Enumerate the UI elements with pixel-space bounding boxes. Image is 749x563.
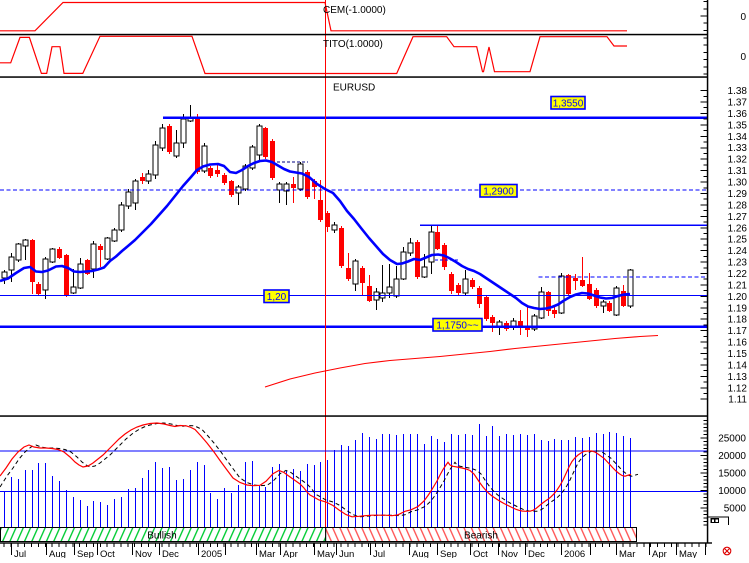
svg-text:1.35: 1.35: [728, 120, 748, 131]
svg-text:1.33: 1.33: [728, 143, 748, 154]
svg-text:Bearish: Bearish: [464, 531, 498, 542]
svg-text:1.30: 1.30: [728, 178, 748, 189]
svg-text:Bullish: Bullish: [147, 531, 176, 542]
svg-text:1.12: 1.12: [728, 383, 748, 394]
svg-text:1.16: 1.16: [728, 338, 748, 349]
svg-text:Oct: Oct: [473, 549, 488, 558]
svg-text:Aug: Aug: [412, 549, 429, 558]
svg-text:1.21: 1.21: [728, 280, 748, 291]
svg-text:1.38: 1.38: [728, 86, 748, 97]
svg-text:Nov: Nov: [135, 549, 152, 558]
svg-text:1.19: 1.19: [728, 303, 748, 314]
svg-text:15000: 15000: [718, 468, 746, 479]
svg-text:Mar: Mar: [259, 549, 275, 558]
svg-text:1.29: 1.29: [728, 189, 748, 200]
svg-text:1.27: 1.27: [728, 212, 748, 223]
svg-text:Apr: Apr: [652, 549, 667, 558]
svg-text:25000: 25000: [718, 433, 746, 444]
svg-text:Jul: Jul: [373, 549, 385, 558]
svg-text:Sep: Sep: [440, 549, 457, 558]
svg-text:0: 0: [740, 12, 746, 23]
svg-text:1.13: 1.13: [728, 372, 748, 383]
svg-text:Oct: Oct: [100, 549, 115, 558]
svg-text:1.15: 1.15: [728, 349, 748, 360]
svg-text:EURUSD: EURUSD: [333, 83, 375, 94]
svg-text:1.25: 1.25: [728, 235, 748, 246]
svg-text:Apr: Apr: [283, 549, 298, 558]
svg-text:1.11: 1.11: [728, 395, 747, 406]
svg-text:Dec: Dec: [162, 549, 179, 558]
svg-text:1,2900: 1,2900: [483, 187, 514, 198]
svg-text:1.32: 1.32: [728, 155, 748, 166]
svg-text:Sep: Sep: [77, 549, 94, 558]
svg-text:5000: 5000: [724, 504, 747, 515]
svg-text:1.34: 1.34: [728, 132, 748, 143]
svg-text:1.22: 1.22: [728, 269, 748, 280]
svg-text:0: 0: [740, 52, 746, 63]
svg-text:1.23: 1.23: [728, 258, 748, 269]
svg-text:1.24: 1.24: [728, 246, 748, 257]
svg-text:2005: 2005: [201, 549, 222, 558]
svg-text:TITO(1.0000): TITO(1.0000): [323, 39, 383, 50]
svg-text:Nov: Nov: [501, 549, 518, 558]
svg-text:20000: 20000: [718, 451, 746, 462]
svg-text:1.14: 1.14: [728, 360, 748, 371]
svg-text:1.20: 1.20: [728, 292, 748, 303]
svg-text:1.37: 1.37: [728, 98, 748, 109]
svg-text:1.26: 1.26: [728, 223, 748, 234]
svg-text:May: May: [679, 549, 697, 558]
svg-text:Aug: Aug: [49, 549, 66, 558]
svg-text:May: May: [317, 549, 335, 558]
svg-text:1.28: 1.28: [728, 200, 748, 211]
svg-text:1.31: 1.31: [728, 166, 748, 177]
svg-text:1,1750~~: 1,1750~~: [436, 321, 478, 332]
svg-text:1.17: 1.17: [728, 326, 748, 337]
svg-text:Mar: Mar: [619, 549, 635, 558]
svg-text:Jun: Jun: [339, 549, 354, 558]
svg-text:Dec: Dec: [528, 549, 545, 558]
svg-text:Jul: Jul: [14, 549, 26, 558]
svg-text:10000: 10000: [718, 486, 746, 497]
svg-text:CEM(-1.0000): CEM(-1.0000): [323, 5, 386, 16]
svg-text:2006: 2006: [564, 549, 585, 558]
svg-text:1.36: 1.36: [728, 109, 748, 120]
svg-text:1,20: 1,20: [267, 292, 287, 303]
svg-text:1,3550: 1,3550: [553, 99, 584, 110]
svg-text:1.18: 1.18: [728, 315, 748, 326]
